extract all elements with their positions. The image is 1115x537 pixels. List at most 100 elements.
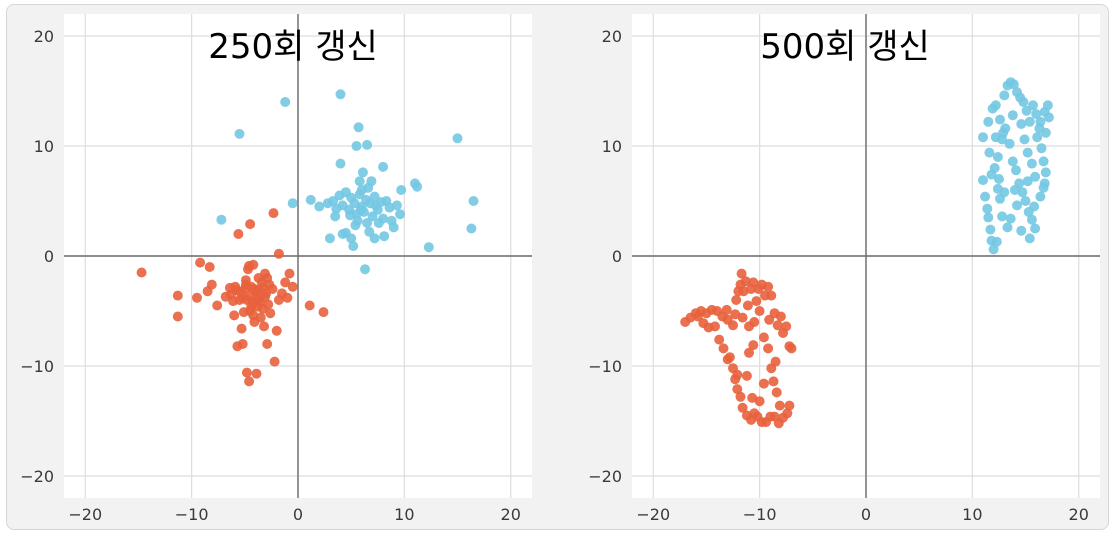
data-point bbox=[758, 332, 769, 343]
data-point bbox=[775, 311, 786, 322]
data-point bbox=[324, 233, 335, 244]
data-point bbox=[255, 312, 266, 323]
data-point bbox=[721, 304, 732, 315]
x-tick-label: −10 bbox=[175, 505, 209, 524]
y-tick-label: 20 bbox=[34, 27, 54, 46]
data-point bbox=[1020, 196, 1031, 206]
data-point bbox=[1038, 182, 1049, 193]
data-point bbox=[330, 211, 341, 222]
data-point bbox=[772, 320, 783, 331]
data-point bbox=[1040, 167, 1051, 178]
data-point bbox=[362, 218, 373, 228]
data-point bbox=[1026, 214, 1037, 225]
data-point bbox=[1030, 171, 1041, 182]
data-point bbox=[737, 312, 748, 323]
data-point bbox=[240, 279, 251, 290]
data-point bbox=[248, 310, 259, 321]
data-point bbox=[1024, 116, 1035, 127]
data-point bbox=[1002, 222, 1013, 233]
data-point bbox=[741, 370, 752, 381]
data-point bbox=[287, 281, 298, 292]
data-point bbox=[1031, 109, 1042, 120]
data-point bbox=[763, 281, 774, 292]
series-1 bbox=[216, 89, 479, 275]
data-point bbox=[318, 307, 329, 318]
data-point bbox=[988, 244, 999, 255]
y-tick-label: 10 bbox=[34, 137, 54, 156]
data-point bbox=[995, 114, 1005, 125]
x-tick-label: −20 bbox=[68, 505, 102, 524]
data-point bbox=[245, 219, 256, 230]
data-point bbox=[728, 320, 738, 331]
data-point bbox=[1035, 191, 1046, 202]
data-point bbox=[216, 214, 227, 225]
data-point bbox=[233, 229, 244, 239]
data-point bbox=[1007, 156, 1018, 167]
data-point bbox=[1038, 156, 1049, 167]
x-tick-label: 0 bbox=[861, 505, 871, 524]
data-point bbox=[259, 321, 269, 332]
data-point bbox=[1024, 233, 1035, 244]
data-point bbox=[1026, 158, 1037, 169]
data-point bbox=[786, 343, 797, 354]
data-point bbox=[360, 264, 370, 275]
data-point bbox=[1012, 200, 1022, 211]
data-point bbox=[282, 292, 293, 303]
data-point bbox=[1008, 79, 1019, 90]
data-point bbox=[1005, 213, 1016, 224]
data-point bbox=[378, 161, 389, 172]
data-point bbox=[280, 277, 291, 288]
x-tick-label: 0 bbox=[293, 505, 303, 524]
data-point bbox=[740, 276, 751, 287]
data-point bbox=[206, 279, 217, 290]
data-point bbox=[244, 376, 255, 387]
data-point bbox=[1018, 97, 1029, 107]
data-point bbox=[1028, 100, 1038, 111]
data-point bbox=[1016, 119, 1027, 129]
data-point bbox=[736, 268, 747, 279]
data-point bbox=[395, 209, 406, 220]
data-point bbox=[238, 307, 249, 318]
data-point bbox=[754, 306, 765, 316]
data-point bbox=[352, 215, 363, 226]
data-point bbox=[1042, 100, 1053, 111]
data-point bbox=[304, 300, 315, 311]
data-point bbox=[992, 152, 1003, 162]
data-point bbox=[195, 257, 206, 268]
data-point bbox=[742, 300, 753, 311]
data-point bbox=[751, 296, 762, 307]
data-point bbox=[228, 296, 239, 307]
data-point bbox=[1032, 132, 1043, 143]
chart-title: 500회 갱신 bbox=[760, 27, 930, 67]
data-point bbox=[251, 368, 262, 379]
data-point bbox=[370, 200, 381, 211]
data-point bbox=[998, 127, 1009, 138]
x-tick-label: −20 bbox=[636, 505, 670, 524]
data-point bbox=[262, 273, 273, 283]
data-point bbox=[267, 284, 278, 294]
data-point bbox=[355, 204, 366, 215]
data-point bbox=[366, 176, 377, 187]
data-point bbox=[1036, 143, 1047, 154]
data-point bbox=[287, 198, 298, 209]
data-point bbox=[735, 391, 746, 402]
data-point bbox=[744, 347, 754, 358]
series-0 bbox=[136, 208, 329, 387]
y-tick-label: 0 bbox=[612, 247, 622, 266]
data-point bbox=[234, 128, 245, 139]
chart-title: 250회 갱신 bbox=[208, 27, 378, 67]
data-point bbox=[984, 147, 995, 158]
data-point bbox=[172, 311, 183, 322]
y-tick-label: 10 bbox=[602, 137, 622, 156]
data-point bbox=[452, 133, 463, 144]
x-tick-label: 10 bbox=[394, 505, 414, 524]
data-point bbox=[379, 231, 390, 242]
data-point bbox=[999, 187, 1010, 198]
data-point bbox=[204, 262, 215, 272]
data-point bbox=[268, 208, 279, 219]
data-point bbox=[758, 378, 769, 389]
data-point bbox=[305, 194, 316, 205]
data-point bbox=[771, 387, 782, 398]
